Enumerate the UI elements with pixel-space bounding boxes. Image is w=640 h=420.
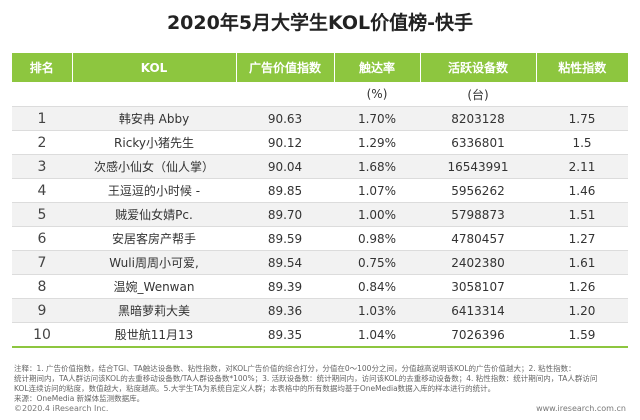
ad-index-cell: 89.39	[236, 274, 334, 299]
reach-cell: 0.98%	[334, 226, 420, 251]
active-devices-cell: 7026396	[420, 322, 536, 348]
unit-row: (%) (台)	[12, 82, 628, 107]
reach-cell: 1.70%	[334, 106, 420, 131]
table-row: 5 贼爱仙女婧Pc. 89.70 1.00% 5798873 1.51	[12, 202, 628, 227]
rank-cell: 7	[12, 250, 72, 275]
stickiness-cell: 1.26	[536, 274, 628, 299]
reach-cell: 1.68%	[334, 154, 420, 179]
table-row: 9 黑暗萝莉大美 89.36 1.03% 6413314 1.20	[12, 298, 628, 323]
rank-cell: 3	[12, 154, 72, 179]
active-devices-cell: 2402380	[420, 250, 536, 275]
table-row: 7 Wuli周周小可爱, 89.54 0.75% 2402380 1.61	[12, 250, 628, 275]
stickiness-cell: 1.59	[536, 322, 628, 348]
kol-name-cell: Wuli周周小可爱,	[72, 250, 236, 275]
reach-cell: 1.07%	[334, 178, 420, 203]
unit-cell-empty	[536, 82, 628, 107]
active-devices-cell: 16543991	[420, 154, 536, 179]
rank-cell: 6	[12, 226, 72, 251]
ad-index-cell: 89.59	[236, 226, 334, 251]
rank-cell: 4	[12, 178, 72, 203]
unit-active-devices: (台)	[420, 82, 536, 107]
kol-name-cell: Ricky小猪先生	[72, 130, 236, 155]
ad-index-cell: 89.54	[236, 250, 334, 275]
ad-index-cell: 89.85	[236, 178, 334, 203]
website-text: www.iresearch.com.cn	[536, 404, 626, 413]
table-row: 8 温婉_Wenwan 89.39 0.84% 3058107 1.26	[12, 274, 628, 299]
stickiness-cell: 1.27	[536, 226, 628, 251]
active-devices-cell: 5956262	[420, 178, 536, 203]
kol-ranking-table: 排名 KOL 广告价值指数 触达率 活跃设备数 粘性指数 (%) (台) 1 韩…	[12, 53, 628, 348]
active-devices-cell: 5798873	[420, 202, 536, 227]
stickiness-cell: 1.61	[536, 250, 628, 275]
col-header-rank: 排名	[12, 53, 73, 82]
rank-cell: 1	[12, 106, 72, 131]
active-devices-cell: 6336801	[420, 130, 536, 155]
stickiness-cell: 2.11	[536, 154, 628, 179]
table-row: 10 殷世航11月13 89.35 1.04% 7026396 1.59	[12, 322, 628, 348]
unit-cell-empty	[72, 82, 236, 107]
kol-name-cell: 贼爱仙女婧Pc.	[72, 202, 236, 227]
stickiness-cell: 1.75	[536, 106, 628, 131]
kol-name-cell: 安居客房产帮手	[72, 226, 236, 251]
footnote-line: 统计期间内，TA人群访问该KOL的去重移动设备数/TA人群设备数*100%；3.…	[14, 374, 598, 383]
ad-index-cell: 90.04	[236, 154, 334, 179]
kol-name-cell: 王逗逗的小时候 -	[72, 178, 236, 203]
active-devices-cell: 4780457	[420, 226, 536, 251]
rank-cell: 8	[12, 274, 72, 299]
page-title: 2020年5月大学生KOL价值榜-快手	[166, 12, 474, 34]
unit-cell-empty	[12, 82, 72, 107]
ad-index-cell: 89.35	[236, 322, 334, 348]
col-header-active-devices: 活跃设备数	[420, 53, 537, 82]
active-devices-cell: 6413314	[420, 298, 536, 323]
col-header-stickiness: 粘性指数	[536, 53, 628, 82]
footnote-line: 注释：1. 广告价值指数，结合TGI、TA触达设备数、粘性指数，对KOL广告价值…	[14, 364, 576, 373]
reach-cell: 1.00%	[334, 202, 420, 227]
kol-name-cell: 次感小仙女（仙人掌）	[72, 154, 236, 179]
col-header-kol: KOL	[72, 53, 237, 82]
active-devices-cell: 3058107	[420, 274, 536, 299]
col-header-reach: 触达率	[334, 53, 421, 82]
table-header-row: 排名 KOL 广告价值指数 触达率 活跃设备数 粘性指数	[12, 53, 628, 82]
rank-cell: 9	[12, 298, 72, 323]
ad-index-cell: 89.36	[236, 298, 334, 323]
reach-cell: 1.03%	[334, 298, 420, 323]
kol-name-cell: 殷世航11月13	[72, 322, 236, 348]
ad-index-cell: 90.63	[236, 106, 334, 131]
table-row: 2 Ricky小猪先生 90.12 1.29% 6336801 1.5	[12, 130, 628, 155]
stickiness-cell: 1.20	[536, 298, 628, 323]
col-header-ad-index: 广告价值指数	[236, 53, 335, 82]
unit-reach: (%)	[334, 82, 420, 107]
ad-index-cell: 89.70	[236, 202, 334, 227]
rank-cell: 2	[12, 130, 72, 155]
table-row: 6 安居客房产帮手 89.59 0.98% 4780457 1.27	[12, 226, 628, 251]
rank-cell: 10	[12, 322, 72, 348]
active-devices-cell: 8203128	[420, 106, 536, 131]
stickiness-cell: 1.5	[536, 130, 628, 155]
table-row: 1 韩安冉 Abby 90.63 1.70% 8203128 1.75	[12, 106, 628, 131]
reach-cell: 0.84%	[334, 274, 420, 299]
stickiness-cell: 1.46	[536, 178, 628, 203]
kol-name-cell: 韩安冉 Abby	[72, 106, 236, 131]
kol-name-cell: 温婉_Wenwan	[72, 274, 236, 299]
table-row: 3 次感小仙女（仙人掌） 90.04 1.68% 16543991 2.11	[12, 154, 628, 179]
footnote-line: KOL连续访问的粘度，数值越大，粘度越高。5.大学生TA为系统自定义人群；本表格…	[14, 384, 496, 393]
reach-cell: 0.75%	[334, 250, 420, 275]
copyright-text: ©2020.4 iResearch Inc.	[14, 404, 109, 413]
unit-cell-empty	[236, 82, 334, 107]
stickiness-cell: 1.51	[536, 202, 628, 227]
footnotes: 注释：1. 广告价值指数，结合TGI、TA触达设备数、粘性指数，对KOL广告价值…	[14, 364, 626, 404]
reach-cell: 1.29%	[334, 130, 420, 155]
table-row: 4 王逗逗的小时候 - 89.85 1.07% 5956262 1.46	[12, 178, 628, 203]
reach-cell: 1.04%	[334, 322, 420, 348]
ad-index-cell: 90.12	[236, 130, 334, 155]
kol-name-cell: 黑暗萝莉大美	[72, 298, 236, 323]
rank-cell: 5	[12, 202, 72, 227]
footnote-source: 来源：OneMedia 新媒体监测数据库。	[14, 394, 145, 403]
